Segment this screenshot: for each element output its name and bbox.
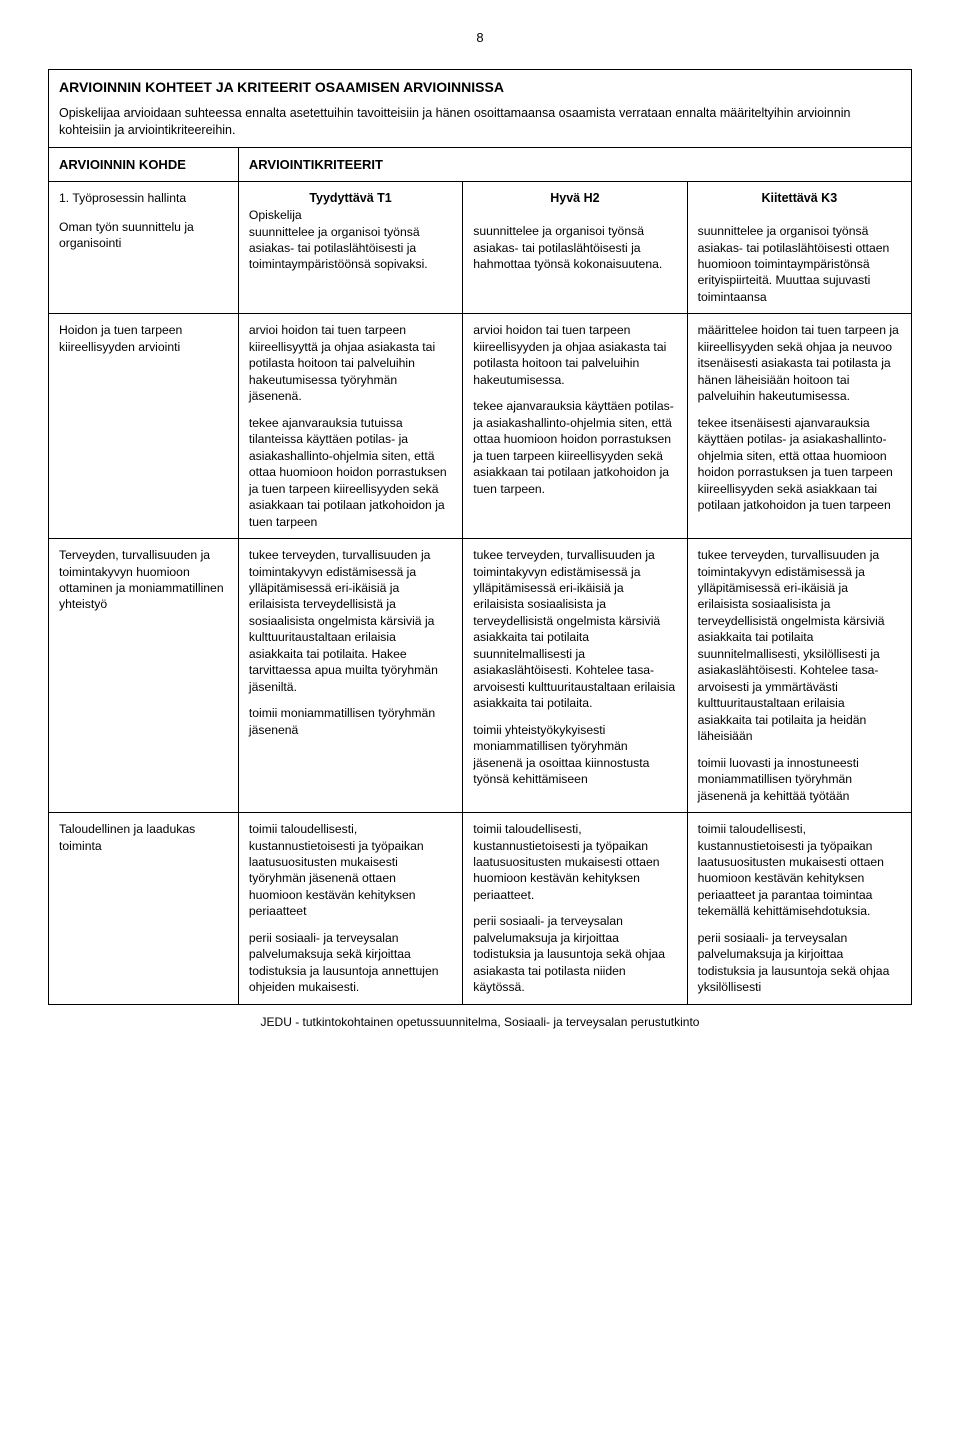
- t1-cell: toimii taloudellisesti, kustannustietois…: [238, 813, 462, 1005]
- cell-text: suunnittelee ja organisoi työnsä asiakas…: [473, 223, 676, 272]
- row-label: Hoidon ja tuen tarpeen kiireellisyyden a…: [59, 322, 228, 355]
- t1-cell: arvioi hoidon tai tuen tarpeen kiireelli…: [238, 314, 462, 539]
- cell-text: tukee terveyden, turvallisuuden ja toimi…: [249, 547, 452, 695]
- kohde-label: ARVIOINNIN KOHDE: [59, 157, 186, 172]
- cell-text: perii sosiaali- ja terveysalan palveluma…: [473, 913, 676, 995]
- criteria-table: ARVIOINNIN KOHTEET JA KRITEERIT OSAAMISE…: [48, 69, 912, 1005]
- cell-text: määrittelee hoidon tai tuen tarpeen ja k…: [698, 322, 901, 404]
- cell-text: tukee terveyden, turvallisuuden ja toimi…: [473, 547, 676, 712]
- k3-cell: tukee terveyden, turvallisuuden ja toimi…: [687, 539, 911, 813]
- cell-text: toimii taloudellisesti, kustannustietois…: [249, 821, 452, 920]
- kriteerit-label: ARVIOINTIKRITEERIT: [249, 157, 383, 172]
- cell-text: toimii yhteistyökykyisesti moniammatilli…: [473, 722, 676, 788]
- document-page: 8 ARVIOINNIN KOHTEET JA KRITEERIT OSAAMI…: [0, 0, 960, 1049]
- section-title-cell: ARVIOINNIN KOHTEET JA KRITEERIT OSAAMISE…: [49, 70, 912, 148]
- row-label: Taloudellinen ja laadukas toiminta: [59, 821, 228, 854]
- h2-cell: tukee terveyden, turvallisuuden ja toimi…: [463, 539, 687, 813]
- table-row: Hoidon ja tuen tarpeen kiireellisyyden a…: [49, 314, 912, 539]
- h2-cell: toimii taloudellisesti, kustannustietois…: [463, 813, 687, 1005]
- section-title-row: ARVIOINNIN KOHTEET JA KRITEERIT OSAAMISE…: [49, 70, 912, 148]
- k3-cell: määrittelee hoidon tai tuen tarpeen ja k…: [687, 314, 911, 539]
- kohde-cell: ARVIOINNIN KOHDE: [49, 147, 239, 182]
- section-title: ARVIOINNIN KOHTEET JA KRITEERIT OSAAMISE…: [59, 78, 901, 97]
- cell-text: toimii moniammatillisen työryhmän jäsene…: [249, 705, 452, 738]
- cell-text: toimii taloudellisesti, kustannustietois…: [473, 821, 676, 903]
- level-header-t1: Tyydyttävä T1: [249, 190, 452, 207]
- row-label: Terveyden, turvallisuuden ja toimintakyv…: [59, 547, 228, 613]
- row-label-cell: Taloudellinen ja laadukas toiminta: [49, 813, 239, 1005]
- k3-cell: Kiitettävä K3 suunnittelee ja organisoi …: [687, 182, 911, 314]
- h2-cell: Hyvä H2 suunnittelee ja organisoi työnsä…: [463, 182, 687, 314]
- kohde-kriteerit-row: ARVIOINNIN KOHDE ARVIOINTIKRITEERIT: [49, 147, 912, 182]
- opiskelija-label: Opiskelija: [249, 207, 452, 223]
- cell-text: toimii luovasti ja innostuneesti moniamm…: [698, 755, 901, 804]
- cell-text: toimii taloudellisesti, kustannustietois…: [698, 821, 901, 920]
- cell-text: suunnittelee ja organisoi työnsä asiakas…: [698, 223, 901, 305]
- page-footer: JEDU - tutkintokohtainen opetussuunnitel…: [48, 1015, 912, 1029]
- row-label-cell: Terveyden, turvallisuuden ja toimintakyv…: [49, 539, 239, 813]
- t1-cell: tukee terveyden, turvallisuuden ja toimi…: [238, 539, 462, 813]
- table-row: Taloudellinen ja laadukas toiminta toimi…: [49, 813, 912, 1005]
- row-label-cell: Hoidon ja tuen tarpeen kiireellisyyden a…: [49, 314, 239, 539]
- k3-cell: toimii taloudellisesti, kustannustietois…: [687, 813, 911, 1005]
- cell-text: tekee itsenäisesti ajanvarauksia käyttäe…: [698, 415, 901, 514]
- h2-cell: arvioi hoidon tai tuen tarpeen kiireelli…: [463, 314, 687, 539]
- row-label-sub: Oman työn suunnittelu ja organisointi: [59, 219, 228, 252]
- cell-text: arvioi hoidon tai tuen tarpeen kiireelli…: [249, 322, 452, 404]
- cell-text: arvioi hoidon tai tuen tarpeen kiireelli…: [473, 322, 676, 388]
- kriteerit-cell: ARVIOINTIKRITEERIT: [238, 147, 911, 182]
- table-row: 1. Työprosessin hallinta Oman työn suunn…: [49, 182, 912, 314]
- cell-text: tekee ajanvarauksia käyttäen potilas- ja…: [473, 398, 676, 497]
- cell-text: perii sosiaali- ja terveysalan palveluma…: [698, 930, 901, 996]
- cell-text: suunnittelee ja organisoi työnsä asiakas…: [249, 224, 452, 273]
- section-intro: Opiskelijaa arvioidaan suhteessa ennalta…: [59, 105, 901, 139]
- cell-text: tukee terveyden, turvallisuuden ja toimi…: [698, 547, 901, 745]
- row-label-cell: 1. Työprosessin hallinta Oman työn suunn…: [49, 182, 239, 314]
- level-header-k3: Kiitettävä K3: [698, 190, 901, 207]
- page-number: 8: [48, 30, 912, 45]
- cell-text: perii sosiaali- ja terveysalan palveluma…: [249, 930, 452, 996]
- cell-text: tekee ajanvarauksia tutuissa tilanteissa…: [249, 415, 452, 530]
- row-label-num: 1. Työprosessin hallinta: [59, 190, 228, 206]
- table-row: Terveyden, turvallisuuden ja toimintakyv…: [49, 539, 912, 813]
- level-header-h2: Hyvä H2: [473, 190, 676, 207]
- t1-cell: Tyydyttävä T1 Opiskelija suunnittelee ja…: [238, 182, 462, 314]
